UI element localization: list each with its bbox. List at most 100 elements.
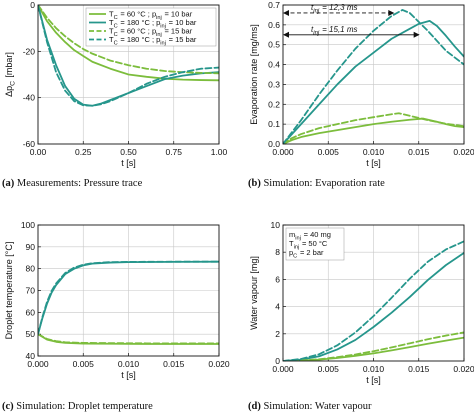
series-line-3	[38, 5, 219, 75]
x-tick-label: 0.005	[318, 147, 340, 157]
y-tick-label: -40	[23, 93, 36, 103]
x-tick-label: 0.020	[453, 364, 474, 374]
y-axis-label: Evaporation rate [mg/ms]	[249, 24, 259, 125]
series-line-2	[283, 19, 464, 144]
legend-entry: TC = 180 °C ; pinj = 15 bar	[109, 35, 197, 47]
series-line-1	[38, 5, 219, 82]
panel-letter: (c)	[2, 401, 16, 412]
y-tick-label: 60	[26, 307, 36, 317]
annotation-arrowhead	[283, 9, 289, 16]
x-tick-label: 0.75	[165, 147, 182, 157]
legend-box	[85, 7, 217, 47]
x-tick-label: 1.00	[211, 147, 228, 157]
y-tick-label: 0.7	[268, 0, 280, 10]
plot-frame	[282, 4, 465, 145]
panel-b-evaporation-rate: 0.000 0.005 0.010 0.015 0.020 0.0 0.1 0.2 0.3 0.4…	[248, 0, 474, 189]
panel-letter: (b)	[248, 178, 263, 189]
y-tick-label: -20	[23, 46, 36, 56]
panel-caption-text: Simulation: Evaporation rate	[263, 178, 385, 189]
y-tick-label: 0.1	[268, 119, 280, 129]
series-line-3	[283, 331, 464, 361]
annotation-arrowhead	[388, 9, 395, 16]
y-tick-label: 6	[275, 274, 280, 284]
panel-letter: (d)	[248, 401, 263, 412]
y-axis-label: Droplet temperature [°C]	[4, 242, 14, 340]
plot-frame	[37, 4, 220, 145]
x-axis-label: t [s]	[366, 158, 381, 168]
x-tick-label: 0.50	[120, 147, 137, 157]
x-tick-label: 0.015	[163, 359, 185, 369]
series-line-4	[283, 240, 464, 361]
x-tick-label: 0.005	[73, 359, 95, 369]
y-tick-label: 40	[26, 351, 36, 361]
y-tick-label: 0.5	[268, 40, 280, 50]
y-tick-label: 8	[275, 247, 280, 257]
infobox-line: pC = 2 bar	[289, 248, 324, 260]
y-tick-label: 90	[26, 242, 36, 252]
x-tick-label: 0.010	[363, 147, 385, 157]
y-tick-label: 80	[26, 264, 36, 274]
y-tick-label: 4	[275, 302, 280, 312]
y-tick-label: 10	[271, 220, 281, 230]
panel-caption-text: Measurements: Pressure trace	[17, 178, 143, 189]
panel-a-pressure-trace: 0.00 0.25 0.50 0.75 1.00 -60 -40 -20 0 t [s] ΔpC […	[2, 0, 228, 189]
panel-c-droplet-temperature: 0.000 0.005 0.010 0.015 0.020 40 50 60 70 80 90 100…	[2, 220, 230, 412]
series-line-2	[283, 251, 464, 361]
x-tick-label: 0.000	[272, 147, 294, 157]
plot-frame	[37, 224, 220, 357]
x-axis-label: t [s]	[121, 370, 136, 380]
y-axis-label: ΔpC [mbar]	[4, 52, 17, 97]
x-tick-label: 0.010	[118, 359, 140, 369]
x-tick-label: 0.000	[27, 359, 49, 369]
series-line-3	[283, 112, 464, 144]
panel-letter: (a)	[2, 178, 17, 189]
x-tick-label: 0.015	[408, 147, 430, 157]
y-tick-label: -60	[23, 139, 36, 149]
y-tick-label: 0.2	[268, 99, 280, 109]
panel-caption-text: Simulation: Water vapour	[263, 401, 372, 412]
panel-caption: (d) Simulation: Water vapour	[248, 401, 372, 412]
y-tick-label: 0	[275, 356, 280, 366]
y-tick-label: 0.4	[268, 60, 280, 70]
panel-caption: (b) Simulation: Evaporation rate	[248, 178, 385, 189]
x-tick-label: 0.000	[272, 364, 294, 374]
panel-caption-text: Simulation: Droplet temperature	[16, 401, 153, 412]
x-tick-label: 0.010	[363, 364, 385, 374]
annotation-label: tinj = 12,3 ms	[311, 3, 358, 15]
y-tick-label: 70	[26, 286, 36, 296]
infobox-line: minj = 40 mg	[289, 230, 331, 242]
infobox-frame	[285, 227, 345, 261]
series-line-3	[38, 333, 219, 345]
legend-entry: TC = 60 °C ; pinj = 15 bar	[109, 27, 193, 39]
panel-caption: (c) Simulation: Droplet temperature	[2, 401, 153, 412]
infobox-line: Tinj = 50 °C	[289, 239, 328, 251]
annotation-label: tinj = 15,1 ms	[311, 25, 358, 36]
y-tick-label: 0.0	[268, 139, 280, 149]
x-tick-label: 0.00	[30, 147, 47, 157]
y-tick-label: 100	[21, 220, 35, 230]
y-tick-label: 0.3	[268, 79, 280, 89]
annotation-arrowhead	[283, 31, 289, 38]
y-tick-label: 2	[275, 329, 280, 339]
y-tick-label: 0.6	[268, 20, 280, 30]
y-axis-label: Water vapour [mg]	[249, 256, 259, 330]
legend-entry: TC = 60 °C ; pinj = 10 bar	[109, 10, 193, 22]
series-line-4	[283, 9, 464, 144]
y-tick-label: 50	[26, 329, 36, 339]
x-tick-label: 0.020	[208, 359, 230, 369]
x-tick-label: 0.005	[318, 364, 340, 374]
injection-duration-annotations: tinj = 12,3 ms tinj = 15,1 ms	[283, 3, 420, 38]
x-tick-label: 0.015	[408, 364, 430, 374]
annotation-arrowhead	[413, 31, 420, 38]
y-tick-label: 0	[30, 0, 35, 10]
x-axis-label: t [s]	[121, 158, 136, 168]
x-tick-label: 0.020	[453, 147, 474, 157]
panel-caption: (a) Measurements: Pressure trace	[2, 178, 143, 189]
plot-frame	[282, 224, 465, 362]
legend-entry: TC = 180 °C ; pinj = 10 bar	[109, 18, 197, 30]
series-line-4	[38, 5, 219, 107]
panel-d-water-vapour: 0.000 0.005 0.010 0.015 0.020 0 2 4 6 8 10 t [s] Wat…	[248, 220, 474, 412]
